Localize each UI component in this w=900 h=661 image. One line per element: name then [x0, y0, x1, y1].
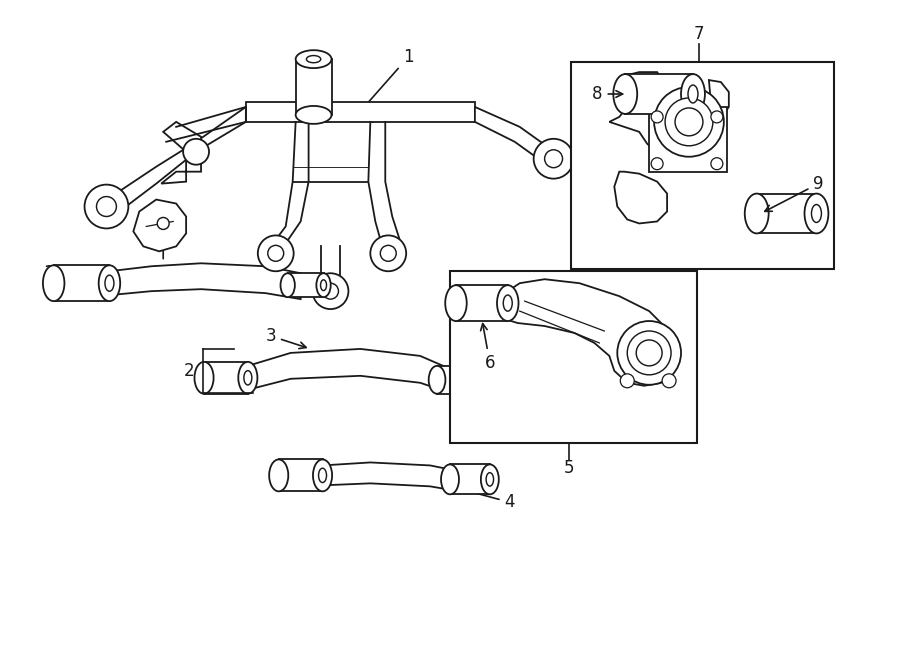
Circle shape [183, 139, 209, 165]
FancyBboxPatch shape [288, 273, 323, 297]
Ellipse shape [428, 366, 446, 394]
Circle shape [381, 245, 396, 261]
Text: 7: 7 [694, 25, 704, 43]
Ellipse shape [269, 459, 288, 491]
Circle shape [544, 150, 562, 168]
Polygon shape [110, 263, 301, 299]
Circle shape [85, 184, 129, 229]
Circle shape [312, 273, 348, 309]
Circle shape [268, 245, 284, 261]
Polygon shape [248, 349, 450, 393]
Polygon shape [609, 72, 729, 160]
FancyBboxPatch shape [456, 285, 508, 321]
Circle shape [257, 235, 293, 271]
Ellipse shape [446, 285, 467, 321]
Circle shape [662, 374, 676, 388]
FancyBboxPatch shape [626, 74, 693, 114]
Text: 11: 11 [153, 241, 174, 282]
Ellipse shape [486, 473, 493, 486]
Text: 5: 5 [564, 459, 575, 477]
Polygon shape [161, 122, 201, 184]
Ellipse shape [43, 265, 65, 301]
Circle shape [627, 331, 671, 375]
FancyBboxPatch shape [204, 362, 248, 394]
Ellipse shape [99, 265, 121, 301]
Text: 10: 10 [43, 264, 107, 285]
Ellipse shape [497, 285, 518, 321]
Ellipse shape [313, 459, 332, 491]
Circle shape [652, 111, 663, 123]
Ellipse shape [681, 74, 705, 114]
Circle shape [620, 374, 634, 388]
Ellipse shape [481, 465, 499, 494]
Text: 4: 4 [452, 485, 515, 511]
Circle shape [665, 98, 713, 146]
Ellipse shape [244, 371, 252, 385]
Ellipse shape [194, 362, 213, 394]
Ellipse shape [319, 468, 327, 483]
Ellipse shape [320, 280, 327, 291]
Ellipse shape [470, 373, 476, 386]
Ellipse shape [688, 85, 698, 103]
FancyBboxPatch shape [296, 59, 331, 115]
Circle shape [654, 87, 724, 157]
Ellipse shape [812, 204, 822, 223]
FancyBboxPatch shape [757, 194, 816, 233]
Circle shape [636, 340, 662, 366]
Text: 6: 6 [481, 324, 495, 372]
Text: 3: 3 [266, 327, 306, 348]
Polygon shape [133, 200, 186, 251]
Ellipse shape [105, 275, 114, 292]
Ellipse shape [503, 295, 512, 311]
Circle shape [617, 321, 681, 385]
FancyBboxPatch shape [279, 459, 322, 491]
Circle shape [675, 108, 703, 136]
Circle shape [96, 196, 116, 217]
Polygon shape [615, 172, 667, 223]
Ellipse shape [745, 194, 769, 233]
Ellipse shape [296, 106, 331, 124]
Polygon shape [112, 107, 246, 212]
Ellipse shape [281, 273, 295, 297]
Text: 2: 2 [184, 362, 194, 380]
Ellipse shape [317, 273, 330, 297]
Bar [450, 271, 697, 442]
Ellipse shape [805, 194, 828, 233]
Circle shape [652, 158, 663, 170]
FancyBboxPatch shape [649, 107, 727, 172]
Circle shape [158, 217, 169, 229]
Ellipse shape [306, 56, 320, 63]
Ellipse shape [238, 362, 257, 394]
FancyBboxPatch shape [54, 265, 110, 301]
FancyBboxPatch shape [450, 465, 490, 494]
Text: 8: 8 [592, 85, 623, 103]
Text: 1: 1 [358, 48, 413, 114]
Ellipse shape [441, 465, 459, 494]
FancyBboxPatch shape [437, 366, 472, 394]
Bar [572, 62, 834, 269]
Circle shape [711, 111, 723, 123]
Circle shape [534, 139, 573, 178]
Circle shape [322, 283, 338, 299]
Polygon shape [322, 463, 465, 492]
Circle shape [711, 158, 723, 170]
Text: 9: 9 [765, 175, 824, 212]
Ellipse shape [613, 74, 637, 114]
FancyBboxPatch shape [246, 102, 475, 122]
Ellipse shape [296, 50, 331, 68]
Polygon shape [475, 107, 554, 165]
Ellipse shape [464, 366, 482, 394]
Circle shape [370, 235, 406, 271]
Polygon shape [498, 279, 677, 386]
